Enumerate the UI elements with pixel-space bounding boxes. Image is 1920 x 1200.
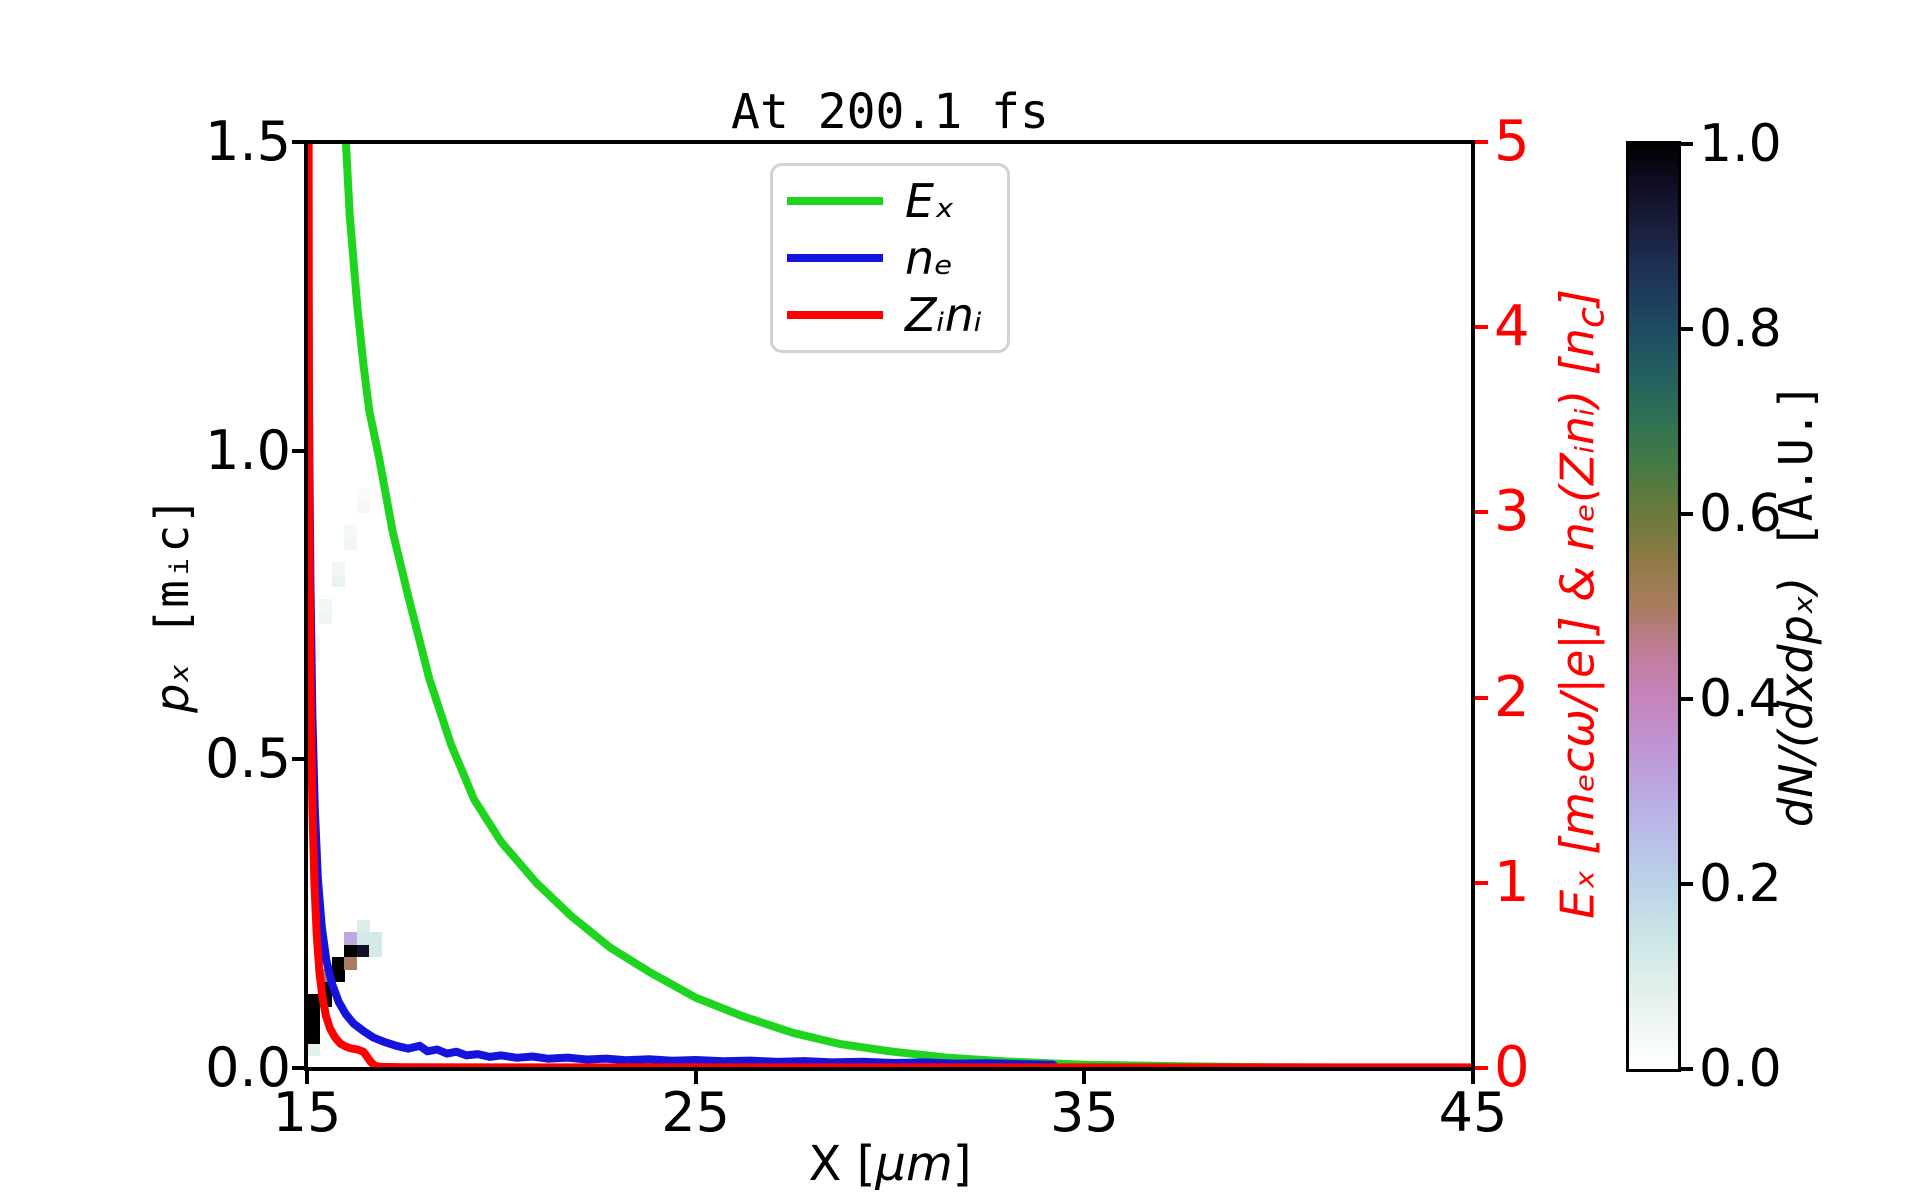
heatmap-cell: [344, 524, 358, 538]
heatmap-cell: [331, 956, 345, 970]
right-y-axis-label: Eₓ [mₑcω/|e|] & nₑ(Zᵢnᵢ) [nc]: [1550, 289, 1613, 919]
right-y-tick: [1475, 510, 1488, 515]
heatmap-cell: [307, 1018, 321, 1032]
colorbar-tick: [1681, 142, 1693, 146]
heatmap-cell: [356, 487, 370, 501]
right-y-label-main: Eₓ [mₑcω/|e|] & nₑ(Zᵢnᵢ) [n: [1550, 328, 1605, 919]
left-y-tick: [292, 140, 305, 144]
x-tick: [305, 1071, 309, 1084]
heatmap-cell: [344, 537, 358, 551]
colorbar-label: dN/(dxdpₓ) [A.U.]: [1769, 383, 1823, 827]
heatmap-cell: [356, 919, 370, 933]
heatmap-cell: [319, 598, 333, 612]
legend-label-ne: nₑ: [905, 230, 954, 285]
x-tick-label: 45: [1438, 1081, 1508, 1144]
right-y-tick: [1475, 880, 1488, 885]
curve-Zini: [307, 142, 1473, 1068]
heatmap-cell: [331, 574, 345, 588]
right-y-label-sub: c: [1568, 307, 1614, 329]
colorbar-tick-label: 0.0: [1699, 1039, 1782, 1099]
heatmap-cell: [356, 500, 370, 513]
x-tick-label: 35: [1049, 1081, 1119, 1144]
legend-label-Zini: Zᵢnᵢ: [905, 288, 983, 343]
left-y-tick: [292, 757, 305, 762]
plot-title: At 200.1 fs: [731, 84, 1049, 140]
heatmap-cell: [307, 1006, 321, 1020]
left-y-tick: [292, 448, 305, 453]
curves-layer: [307, 142, 1473, 1068]
left-y-tick-label: 0.0: [205, 1036, 291, 1099]
right-y-tick: [1475, 325, 1488, 330]
heatmap-cell: [344, 944, 358, 958]
left-y-tick-label: 1.0: [205, 418, 291, 482]
left-y-axis-label: pₓ [mᵢc]: [145, 497, 199, 713]
heatmap-cell: [356, 932, 370, 946]
x-tick: [693, 1071, 698, 1084]
colorbar-tick: [1681, 512, 1693, 516]
x-label-post: ]: [952, 1136, 972, 1192]
colorbar-tick: [1681, 882, 1693, 886]
heatmap-cell: [331, 969, 345, 983]
heatmap-cell: [307, 1043, 321, 1057]
colorbar-tick-label: 0.6: [1699, 484, 1782, 544]
colorbar-tick: [1681, 327, 1693, 331]
legend-line-ne: [787, 253, 883, 262]
colorbar-tick-label: 0.2: [1699, 854, 1782, 914]
right-y-tick-label: 3: [1494, 479, 1530, 545]
heatmap-cell: [369, 932, 383, 946]
legend-entry-ne: nₑ: [773, 235, 1007, 281]
left-spine: [304, 140, 308, 1071]
colorbar-tick-label: 1.0: [1699, 114, 1782, 174]
x-label-mu: μm: [875, 1136, 953, 1192]
right-y-tick-label: 1: [1494, 849, 1530, 915]
right-y-label-close: ]: [1550, 289, 1605, 308]
bottom-spine: [304, 1067, 1475, 1071]
right-y-tick-label: 2: [1494, 664, 1530, 730]
heatmap-cell: [319, 611, 333, 625]
legend-line-Zini: [787, 311, 883, 320]
right-spine: [1471, 140, 1475, 1071]
heatmap-cell: [307, 1030, 321, 1044]
right-y-tick: [1475, 695, 1488, 700]
colorbar-tick: [1681, 1067, 1693, 1071]
heatmap-cell: [307, 993, 321, 1007]
heatmap-cell: [344, 956, 358, 970]
heatmap-cell: [356, 944, 370, 958]
heatmap-cell: [369, 944, 383, 958]
x-tick: [1082, 1071, 1087, 1084]
right-y-tick-label: 4: [1494, 294, 1530, 360]
left-y-tick: [292, 1066, 305, 1070]
left-y-tick-label: 0.5: [205, 727, 291, 791]
legend-entry-Ex: Eₓ: [773, 178, 1007, 224]
colorbar-label-unit: [A.U.]: [1769, 382, 1823, 577]
left-y-tick-label: 1.5: [205, 110, 291, 173]
top-spine: [304, 140, 1475, 144]
colorbar-tick-label: 0.4: [1699, 669, 1782, 729]
right-y-tick: [1475, 1066, 1488, 1070]
colorbar-tick: [1681, 697, 1693, 701]
heatmap-cell: [344, 932, 358, 946]
right-y-tick: [1475, 140, 1488, 144]
x-tick-label: 25: [661, 1081, 731, 1144]
right-y-tick-label: 5: [1494, 109, 1530, 174]
left-y-label-math: pₓ: [145, 663, 199, 713]
left-y-label-unit: [mᵢc]: [145, 497, 199, 664]
x-tick-label: 15: [272, 1081, 342, 1144]
x-tick: [1471, 1071, 1475, 1084]
heatmap-cell: [331, 561, 345, 575]
legend-entry-Zini: Zᵢnᵢ: [773, 292, 1007, 338]
right-y-tick-label: 0: [1494, 1035, 1530, 1100]
legend-line-Ex: [787, 196, 883, 205]
curve-ne: [307, 142, 1058, 1068]
legend: Eₓ nₑ Zᵢnᵢ: [770, 163, 1010, 353]
colorbar-label-math: dN/(dxdpₓ): [1769, 576, 1823, 828]
x-label-pre: X [: [808, 1136, 876, 1192]
x-axis-label: X [μm]: [809, 1136, 972, 1192]
colorbar: [1626, 141, 1681, 1072]
colorbar-tick-label: 0.8: [1699, 299, 1782, 359]
legend-label-Ex: Eₓ: [905, 173, 955, 228]
plot-area: [307, 142, 1473, 1068]
